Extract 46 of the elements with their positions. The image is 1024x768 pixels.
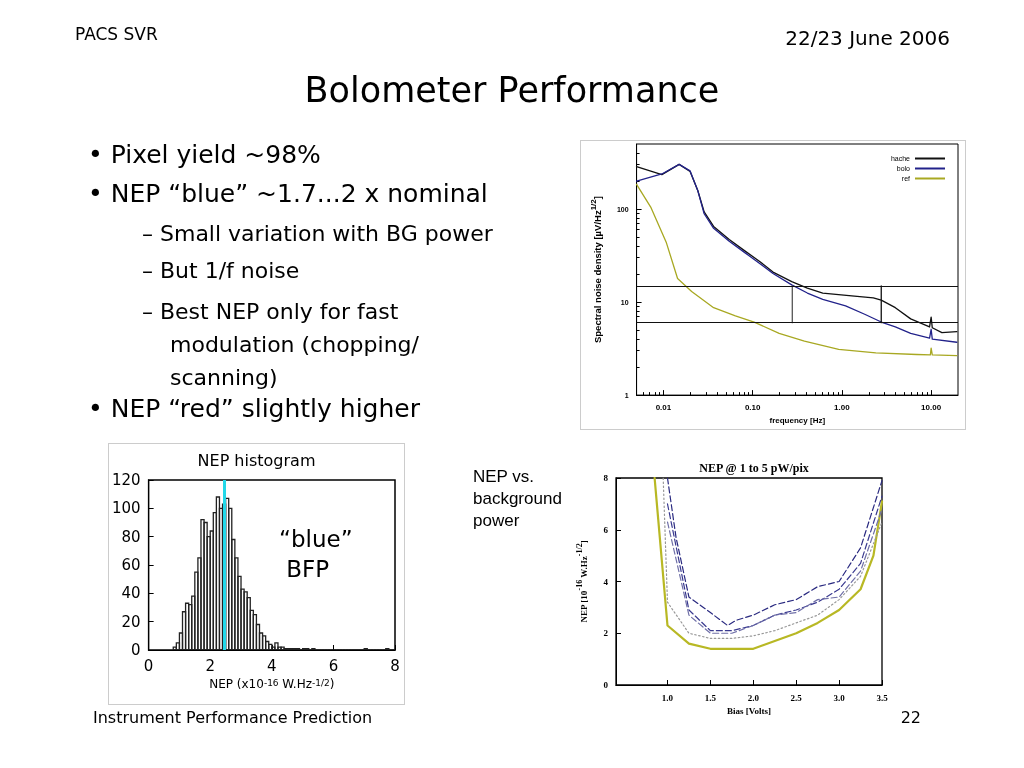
x-tick-label: 2.5 — [790, 692, 803, 703]
y-tick-label: 6 — [603, 524, 609, 535]
text: • NEP “red” slightly higher — [88, 394, 421, 423]
text: Bolometer Performance — [303, 70, 721, 110]
x-tick-label: 2 — [205, 656, 215, 675]
x-axis-title: frequency [Hz] — [769, 415, 826, 425]
text: 22/23 June 2006 — [785, 26, 950, 50]
y-tick-label: 4 — [603, 576, 609, 587]
x-tick-label: 1.00 — [834, 402, 851, 412]
text: • Pixel yield ~98% — [88, 140, 322, 169]
x-tick-label: 8 — [390, 656, 400, 675]
text: Instrument Performance Prediction — [93, 708, 373, 727]
x-tick-label: 4 — [267, 656, 277, 675]
y-axis-title: Spectral noise density [µV/Hz1/2] — [588, 196, 603, 344]
x-tick-label: 1.0 — [661, 692, 674, 703]
text: – But 1/f noise — [142, 258, 301, 283]
x-tick-label: 10.00 — [921, 402, 942, 412]
y-tick-label: 8 — [603, 473, 609, 483]
text: – Small variation with BG power — [142, 221, 494, 246]
text: NEP vs. background power — [473, 466, 567, 530]
x-tick-label: 6 — [328, 656, 339, 675]
text: PACS SVR — [75, 24, 158, 44]
annotation: “blue” BFP — [279, 526, 353, 582]
text: • NEP “blue” ~1.7...2 x nominal — [88, 179, 489, 208]
y-tick-label: 60 — [121, 556, 141, 574]
x-tick-label: 0.01 — [655, 402, 672, 412]
x-tick-label: 0 — [143, 656, 154, 675]
x-tick-label: 1.5 — [704, 692, 717, 703]
x-axis-title: Bias [Volts] — [727, 706, 771, 717]
chart-title: NEP histogram — [197, 450, 316, 470]
x-tick-label: 0.10 — [744, 402, 762, 412]
y-tick-label: 2 — [603, 628, 609, 639]
y-tick-label: 0 — [603, 680, 609, 690]
x-tick-label: 3.5 — [876, 692, 889, 703]
y-tick-label: 120 — [111, 471, 141, 489]
text: – Best NEP only for fast modulation (chopping/ scanning) — [142, 298, 420, 392]
y-axis-title: NEP [10-16 W.Hz-1/2] — [575, 540, 590, 623]
y-tick-label: 20 — [121, 612, 141, 631]
chart-title: NEP @ 1 to 5 pW/pix — [699, 461, 809, 475]
y-tick-label: 40 — [121, 584, 141, 603]
y-tick-label: 0 — [131, 641, 141, 659]
x-tick-label: 2.0 — [747, 692, 760, 703]
y-tick-label: 80 — [121, 527, 141, 546]
y-tick-label: 100 — [111, 499, 141, 518]
x-tick-label: 3.0 — [833, 692, 846, 703]
text: 22 — [900, 708, 921, 727]
